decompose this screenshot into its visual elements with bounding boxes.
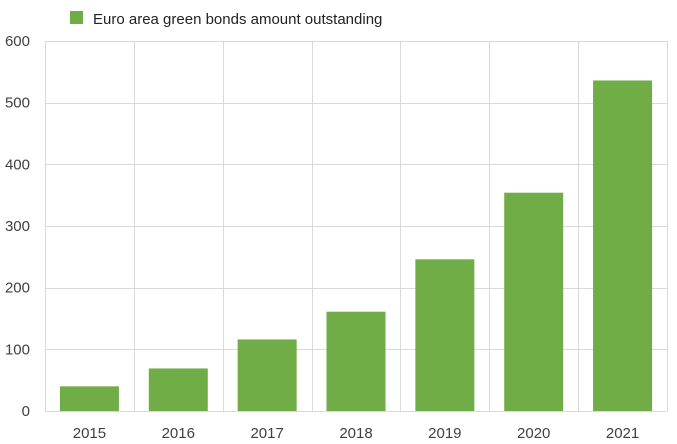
x-tick-label: 2016	[162, 425, 195, 442]
bar-2016	[148, 368, 208, 411]
y-tick-label: 600	[5, 33, 30, 50]
y-tick-label: 400	[5, 156, 30, 173]
legend-swatch	[70, 11, 83, 24]
x-tick-label: 2020	[517, 425, 550, 442]
x-tick-label: 2019	[428, 425, 461, 442]
bar-2021	[593, 80, 653, 411]
grid-layer	[45, 41, 668, 412]
bar-2020	[504, 192, 564, 411]
x-tick-label: 2015	[73, 425, 106, 442]
axis-layer: 0 100 200 300 400 500 600 2015 2016 2017 2018 2019 2…	[5, 33, 639, 442]
y-tick-label: 0	[22, 403, 30, 420]
legend-label: Euro area green bonds amount outstanding	[93, 11, 382, 28]
x-tick-label: 2018	[339, 425, 372, 442]
y-tick-label: 100	[5, 341, 30, 358]
y-tick-label: 500	[5, 95, 30, 112]
legend: Euro area green bonds amount outstanding	[70, 11, 382, 28]
bar-2017	[237, 339, 297, 411]
y-tick-label: 300	[5, 218, 30, 235]
x-tick-label: 2017	[250, 425, 283, 442]
bars-layer	[59, 80, 653, 411]
bar-2015	[59, 386, 119, 411]
bar-2019	[415, 259, 475, 411]
x-tick-label: 2021	[606, 425, 639, 442]
y-tick-label: 200	[5, 280, 30, 297]
bar-2018	[326, 311, 386, 411]
